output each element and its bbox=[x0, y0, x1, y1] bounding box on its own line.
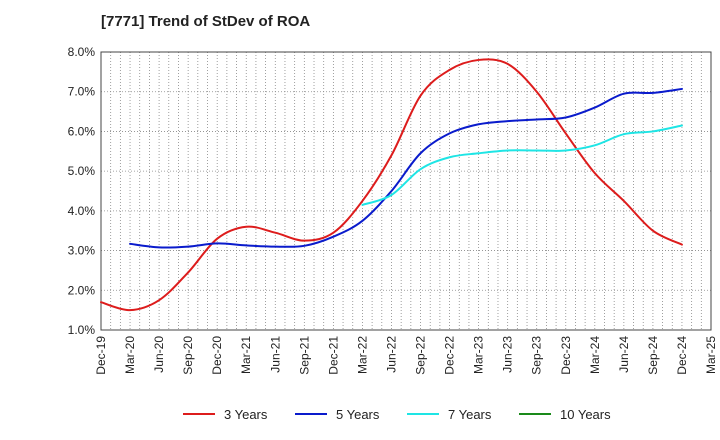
x-tick-label: Mar-23 bbox=[472, 336, 486, 374]
plot-area: 1.0% 2.0% 3.0% 4.0% 5.0% 6.0% 7.0% 8.0% Dec-19 Ma… bbox=[68, 45, 718, 375]
series-line-3-years bbox=[100, 58, 683, 312]
legend-label-7-years: 7 Years bbox=[448, 407, 492, 422]
x-tick-label: Jun-23 bbox=[501, 336, 515, 373]
legend: 3 Years 5 Years 7 Years 10 Years bbox=[183, 407, 611, 422]
x-tick-label: Sep-21 bbox=[297, 336, 311, 375]
x-tick-label: Dec-20 bbox=[210, 336, 224, 375]
y-tick-label: 3.0% bbox=[68, 244, 96, 258]
x-tick-label: Sep-23 bbox=[530, 336, 544, 375]
x-tick-label: Dec-24 bbox=[675, 336, 689, 375]
plot-background bbox=[101, 52, 711, 330]
x-tick-label: Jun-20 bbox=[152, 336, 166, 373]
legend-label-10-years: 10 Years bbox=[560, 407, 611, 422]
y-tick-label: 7.0% bbox=[68, 85, 96, 99]
x-tick-label: Dec-22 bbox=[443, 336, 457, 375]
x-tick-label: Mar-24 bbox=[588, 336, 602, 374]
x-tick-label: Sep-22 bbox=[414, 336, 428, 375]
y-tick-label: 2.0% bbox=[68, 283, 96, 297]
y-tick-label: 4.0% bbox=[68, 204, 96, 218]
series-line-7-years bbox=[361, 124, 683, 206]
x-tick-label: Jun-21 bbox=[268, 336, 282, 373]
x-tick-label: Mar-21 bbox=[239, 336, 253, 374]
y-tick-label: 6.0% bbox=[68, 124, 96, 138]
x-tick-label: Mar-25 bbox=[704, 336, 718, 374]
plot-border bbox=[100, 51, 712, 331]
x-tick-label: Dec-19 bbox=[94, 336, 108, 375]
x-tick-label: Mar-22 bbox=[355, 336, 369, 374]
x-tick-label: Mar-20 bbox=[123, 336, 137, 374]
legend-label-5-years: 5 Years bbox=[336, 407, 380, 422]
x-tick-label: Sep-20 bbox=[181, 336, 195, 375]
y-tick-label: 8.0% bbox=[68, 45, 96, 59]
chart-title: [7771] Trend of StDev of ROA bbox=[101, 13, 310, 30]
y-tick-label: 5.0% bbox=[68, 164, 96, 178]
x-tick-label: Jun-22 bbox=[384, 336, 398, 373]
x-tick-label: Sep-24 bbox=[646, 336, 660, 375]
x-tick-label: Dec-21 bbox=[326, 336, 340, 375]
x-tick-label: Jun-24 bbox=[617, 336, 631, 373]
legend-label-3-years: 3 Years bbox=[224, 407, 268, 422]
series-line-5-years bbox=[129, 87, 683, 249]
x-tick-label: Dec-23 bbox=[559, 336, 573, 375]
y-tick-label: 1.0% bbox=[68, 323, 96, 337]
